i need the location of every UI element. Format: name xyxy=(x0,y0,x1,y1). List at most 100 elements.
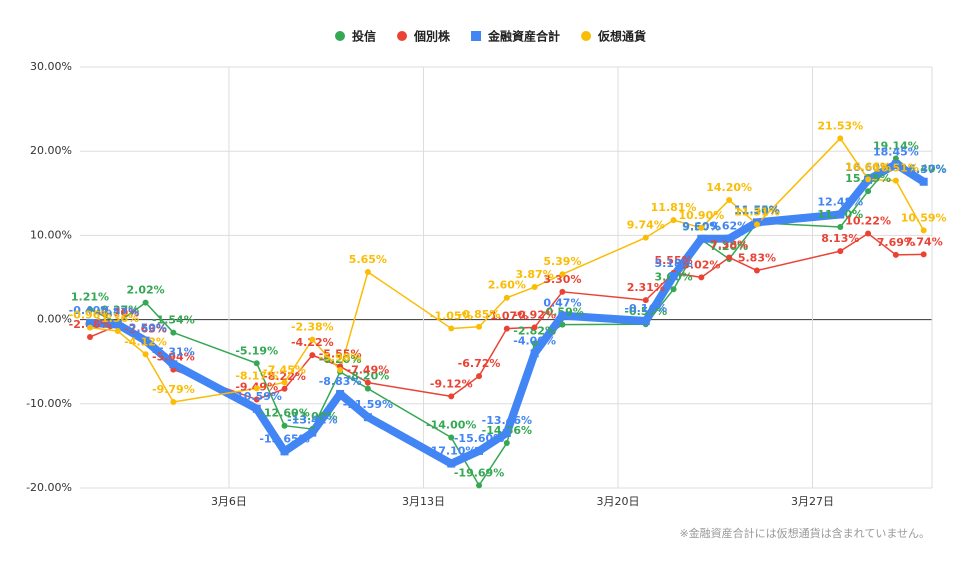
data-label: -2.63% xyxy=(124,323,167,336)
point xyxy=(920,227,927,234)
point xyxy=(87,306,94,313)
point xyxy=(503,440,510,447)
data-label: -1.36% xyxy=(96,312,139,325)
data-label: -2.38% xyxy=(291,321,334,334)
point xyxy=(559,321,566,328)
point xyxy=(837,135,844,142)
point xyxy=(281,385,288,392)
y-tick-label: 0.00% xyxy=(37,313,72,326)
point xyxy=(891,160,900,169)
data-label: -1.05% xyxy=(430,309,473,322)
data-label: -1.07% xyxy=(485,310,528,323)
data-label: 11.50% xyxy=(734,204,780,217)
data-label: -5.55% xyxy=(319,347,362,360)
y-tick-label: 20.00% xyxy=(30,144,72,157)
y-tick-label: 10.00% xyxy=(30,228,72,241)
data-label: 5.65% xyxy=(349,253,387,266)
point xyxy=(753,267,760,274)
point xyxy=(337,366,344,373)
data-label: -0.92% xyxy=(513,308,556,321)
point xyxy=(170,329,177,336)
data-label: 0.47% xyxy=(543,297,581,310)
data-label: 11.81% xyxy=(651,201,697,214)
legend: 投信 個別株 金融資産合計 仮想通貨 xyxy=(335,29,646,44)
point xyxy=(836,210,845,219)
data-label: -14.00% xyxy=(426,418,476,431)
data-label: -0.96% xyxy=(69,309,112,322)
data-label: -0.16% xyxy=(624,302,667,315)
data-label: 5.83% xyxy=(738,252,776,265)
data-label: 11.55% xyxy=(734,203,780,216)
data-label: 7.69% xyxy=(877,236,915,249)
data-label: 3.87% xyxy=(516,268,554,281)
legend-label: 金融資産合計 xyxy=(487,29,560,44)
point xyxy=(86,318,95,327)
data-label: 7.74% xyxy=(905,235,943,248)
data-label: 16.37% xyxy=(901,163,947,176)
point xyxy=(170,399,177,406)
data-label: 5.18% xyxy=(654,257,692,270)
x-tick-label: 3月6日 xyxy=(211,495,247,508)
data-label: -10.59% xyxy=(232,390,282,403)
point xyxy=(447,459,456,468)
legend-marker xyxy=(335,31,345,41)
point xyxy=(725,234,734,243)
point xyxy=(476,323,483,330)
point xyxy=(531,340,538,347)
point xyxy=(476,373,483,380)
legend-label: 投信 xyxy=(352,29,376,44)
data-label: 16.60% xyxy=(845,161,891,174)
data-label: -19.69% xyxy=(454,466,504,479)
point xyxy=(865,188,872,195)
point xyxy=(503,294,510,301)
data-label: 19.14% xyxy=(873,139,919,152)
data-label: -13.42% xyxy=(287,414,337,427)
data-label: -5.94% xyxy=(152,351,195,364)
point xyxy=(753,221,760,228)
point xyxy=(669,271,678,280)
data-label: -8.83% xyxy=(319,375,362,388)
data-label: -1.54% xyxy=(152,314,195,327)
point xyxy=(670,217,677,224)
point xyxy=(252,404,261,413)
point xyxy=(364,385,371,392)
point xyxy=(448,325,455,332)
point xyxy=(363,413,372,422)
data-label: -12.60% xyxy=(259,407,309,420)
point xyxy=(726,254,733,261)
point xyxy=(559,288,566,295)
point xyxy=(281,422,288,429)
legend-marker xyxy=(397,31,408,41)
point xyxy=(448,434,455,441)
point xyxy=(364,269,371,276)
point xyxy=(142,299,149,306)
data-label: 18.45% xyxy=(873,145,919,158)
footnote: ※金融資産合計には仮想通貨は含まれていません。 xyxy=(679,526,930,540)
point xyxy=(503,325,510,332)
point xyxy=(448,393,455,400)
data-label: 7.38% xyxy=(710,238,748,251)
point xyxy=(114,328,121,335)
data-label: -8.22% xyxy=(263,370,306,383)
point xyxy=(364,379,371,386)
data-label: 9.74% xyxy=(627,219,665,232)
legend-marker xyxy=(581,31,592,41)
data-label: 7.20% xyxy=(710,240,748,253)
data-label: 2.31% xyxy=(627,281,665,294)
point xyxy=(309,352,316,359)
data-label: -15.60% xyxy=(454,432,504,445)
point xyxy=(169,360,178,369)
data-label: 16.66% xyxy=(845,160,891,173)
y-tick-label: 30.00% xyxy=(30,60,72,73)
data-label: -5.31% xyxy=(152,345,195,358)
point xyxy=(919,177,928,186)
data-label: -7.45% xyxy=(263,363,306,376)
point xyxy=(142,351,149,358)
data-label: 14.20% xyxy=(706,181,752,194)
data-label: 2.60% xyxy=(488,279,526,292)
data-label: 9.62% xyxy=(710,220,748,233)
data-label: 5.55% xyxy=(654,254,692,267)
series-line xyxy=(89,137,925,403)
point xyxy=(253,396,260,403)
point xyxy=(670,286,677,293)
